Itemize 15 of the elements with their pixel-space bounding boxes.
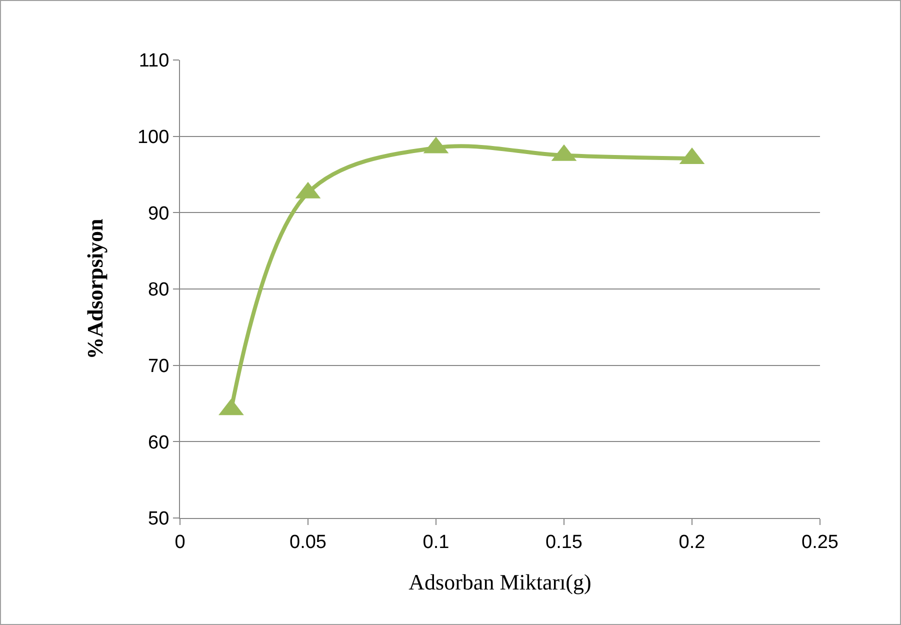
x-tick-label: 0.1 (422, 532, 450, 553)
x-axis-title: Adsorban Miktarı(g) (408, 570, 592, 595)
y-tick-label: 100 (137, 126, 170, 148)
x-tick-label: 0.05 (290, 532, 326, 553)
y-tick-label: 90 (148, 203, 170, 224)
y-tick-label: 110 (138, 50, 170, 72)
y-tick-label: 70 (148, 356, 170, 377)
x-tick-label: 0 (174, 532, 186, 553)
x-tick-label: 0.25 (802, 532, 838, 553)
x-tick-label: 0.2 (678, 532, 706, 553)
x-tick-label: 0.15 (546, 532, 582, 553)
y-tick-label: 60 (148, 432, 170, 454)
y-tick-label: 50 (148, 508, 170, 530)
y-tick-label: 80 (148, 280, 170, 301)
y-axis-title: %Adsorpsiyon (82, 218, 108, 360)
